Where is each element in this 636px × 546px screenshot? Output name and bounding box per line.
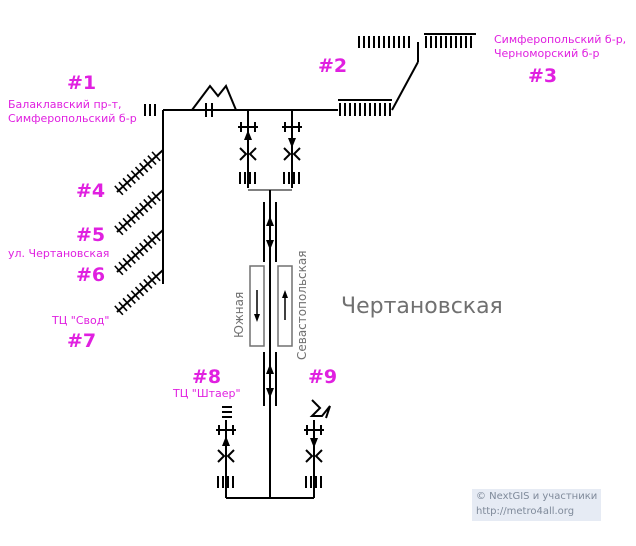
exit-8-label: ТЦ "Штаер" — [173, 387, 241, 400]
credits-line-1: © NextGIS и участники — [476, 491, 598, 502]
exit-1-label: Балаклавский пр-т, Симферопольский б-р — [8, 98, 137, 126]
exit-3-number: #3 — [528, 65, 558, 87]
direction-arrows-upper — [244, 130, 296, 148]
platform-left-label: Южная — [232, 291, 246, 338]
credits-line-2[interactable]: http://metro4all.org — [476, 506, 575, 517]
corridor-2-hatch — [338, 99, 392, 116]
escalator-lower-arrows — [266, 364, 274, 398]
exit-1-label-line-2: Симферопольский б-р — [8, 112, 137, 125]
exit-7-label: ТЦ "Свод" — [52, 314, 110, 327]
platform-left — [249, 265, 265, 347]
turnstile-right-upper-icon — [282, 122, 302, 161]
exit-8-turnstile-icon — [216, 406, 236, 463]
exit-3-label-line-2: Черноморский б-р — [494, 47, 600, 60]
exit-3-hatch — [424, 33, 476, 48]
turnstile-left-upper-icon — [238, 122, 258, 161]
exit-9-turnstile-icon — [304, 399, 331, 463]
gate-icon — [205, 103, 213, 117]
station-name: Чертановская — [341, 294, 503, 319]
diagonal-exit-hatches — [114, 151, 161, 316]
platform-right-label: Севастопольская — [295, 250, 309, 360]
bottom-hatches — [217, 476, 322, 488]
escalator-upper-arrows — [266, 216, 274, 250]
exit-3-label-line-1: Симферопольский б-р, — [494, 33, 627, 46]
exit-1-label-line-1: Балаклавский пр-т, — [8, 98, 122, 111]
exit-8-arrow — [222, 436, 230, 446]
exit-4-number: #4 — [76, 180, 106, 202]
exit-7-number: #7 — [67, 330, 97, 352]
exit-8-number: #8 — [192, 366, 222, 388]
exit-5-number: #5 — [76, 224, 106, 246]
exit-9-number: #9 — [308, 366, 338, 388]
platform-right — [277, 265, 293, 347]
exit-6-label: ул. Чертановская — [8, 247, 110, 260]
credits-box: © NextGIS и участники http://metro4all.o… — [472, 489, 601, 521]
exit-2-number: #2 — [318, 55, 348, 77]
exit-2-hatch — [358, 36, 410, 48]
exit-9-arrow — [310, 438, 318, 448]
exit-1-hatch — [144, 104, 156, 116]
turnstile-hatches-upper — [239, 172, 300, 184]
exit-6-number: #6 — [76, 264, 106, 286]
exit-1-number: #1 — [67, 72, 97, 94]
stairs-icon — [191, 84, 237, 111]
exit-3-label: Симферопольский б-р, Черноморский б-р — [494, 33, 626, 61]
